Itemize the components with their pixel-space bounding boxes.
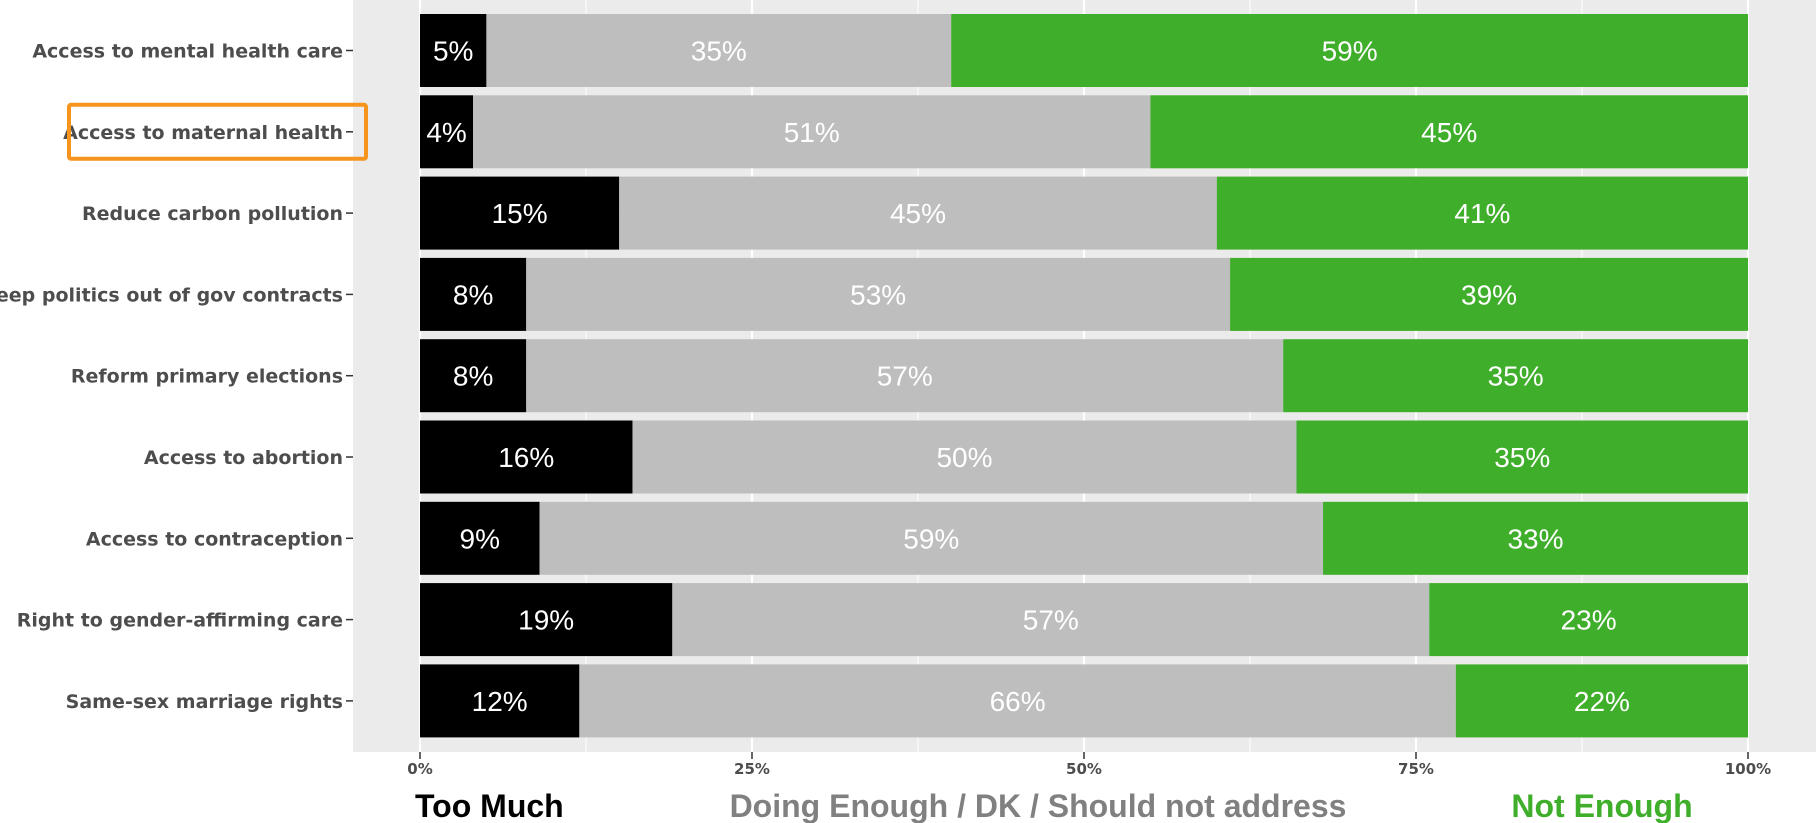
bar-value-label: 35% (1488, 361, 1544, 392)
bar-too-much-same-sex-marriage-rights (420, 664, 580, 738)
bar-too-much-keep-politics-out-of-gov-contracts (420, 257, 527, 331)
bar-too-much-right-to-gender-affirming-care (420, 583, 673, 657)
x-tick-label: 50% (1066, 760, 1102, 778)
bar-value-label: 15% (492, 198, 548, 229)
category-label-reduce-carbon-pollution: Reduce carbon pollution (82, 203, 343, 225)
bar-value-label: 5% (433, 36, 473, 67)
bar-value-label: 66% (990, 686, 1046, 717)
bar-value-label: 57% (1023, 605, 1079, 636)
bar-value-label: 12% (472, 686, 528, 717)
bar-not-enough-same-sex-marriage-rights (1455, 664, 1748, 738)
bar-value-label: 33% (1507, 523, 1563, 554)
bar-not-enough-right-to-gender-affirming-care (1429, 583, 1748, 657)
x-tick-label: 75% (1398, 760, 1434, 778)
bar-value-label: 39% (1461, 279, 1517, 310)
bar-value-label: 59% (903, 523, 959, 554)
category-label-access-to-abortion: Access to abortion (144, 447, 343, 469)
category-label-right-to-gender-affirming-care: Right to gender-affirming care (17, 610, 343, 632)
bar-not-enough-keep-politics-out-of-gov-contracts (1230, 257, 1748, 331)
bar-value-label: 53% (850, 279, 906, 310)
bar-doing-enough-dk-should-not-address-access-to-abortion (632, 420, 1297, 494)
category-label-keep-politics-out-of-gov-contracts: Keep politics out of gov contracts (0, 284, 343, 306)
bar-value-label: 45% (1421, 117, 1477, 148)
bar-value-label: 35% (691, 36, 747, 67)
bar-value-label: 8% (453, 361, 493, 392)
bar-doing-enough-dk-should-not-address-access-to-mental-health-care (486, 14, 952, 87)
category-labels: Access to mental health care Access to ma… (0, 41, 353, 713)
x-tick-label: 0% (407, 760, 432, 778)
bar-not-enough-access-to-abortion (1296, 420, 1748, 494)
bar-too-much-access-to-contraception (420, 501, 540, 575)
bar-value-label: 22% (1574, 686, 1630, 717)
bar-value-label: 45% (890, 198, 946, 229)
bar-doing-enough-dk-should-not-address-same-sex-marriage-rights (579, 664, 1456, 738)
bar-too-much-access-to-maternal-health (420, 95, 474, 169)
bar-not-enough-access-to-mental-health-care (951, 14, 1748, 87)
bar-value-label: 51% (784, 117, 840, 148)
bar-value-label: 8% (453, 279, 493, 310)
category-label-access-to-maternal-health: Access to maternal health (63, 122, 343, 144)
bar-value-label: 19% (518, 605, 574, 636)
bar-value-label: 41% (1454, 198, 1510, 229)
bar-value-label: 9% (460, 523, 500, 554)
bar-value-label: 4% (426, 117, 466, 148)
bar-not-enough-reduce-carbon-pollution (1216, 176, 1748, 250)
legend-too-much: Too Much (415, 788, 564, 823)
highlight-box (67, 102, 368, 161)
x-tick-label: 25% (734, 760, 770, 778)
bar-value-label: 59% (1322, 36, 1378, 67)
bar-too-much-reduce-carbon-pollution (420, 176, 620, 250)
bar-doing-enough-dk-should-not-address-reform-primary-elections (526, 339, 1284, 413)
bar-value-label: 23% (1561, 605, 1617, 636)
bar-value-label: 50% (936, 442, 992, 473)
bar-too-much-reform-primary-elections (420, 339, 527, 413)
bar-doing-enough-dk-should-not-address-access-to-contraception (539, 501, 1324, 575)
bar-doing-enough-dk-should-not-address-access-to-maternal-health (473, 95, 1151, 169)
bar-doing-enough-dk-should-not-address-reduce-carbon-pollution (619, 176, 1217, 250)
bar-value-label: 35% (1494, 442, 1550, 473)
legend-doing-enough-dk-should-not-address: Doing Enough / DK / Should not address (730, 788, 1347, 823)
bar-not-enough-reform-primary-elections (1283, 339, 1748, 413)
bar-too-much-access-to-mental-health-care (420, 14, 487, 87)
x-tick-label: 100% (1725, 760, 1771, 778)
legend: Too Much Doing Enough / DK / Should not a… (415, 788, 1693, 823)
bar-value-label: 16% (498, 442, 554, 473)
bar-too-much-access-to-abortion (420, 420, 633, 494)
bars: 5% 35% 59% 4% 51% 45% 15% 45% 41% 8% 53% 39% 8% 57% 35… (420, 14, 1748, 738)
bar-doing-enough-dk-should-not-address-keep-politics-out-of-gov-contracts (526, 257, 1231, 331)
legend-not-enough: Not Enough (1511, 788, 1692, 823)
category-label-same-sex-marriage-rights: Same-sex marriage rights (66, 691, 343, 713)
category-label-reform-primary-elections: Reform primary elections (71, 366, 343, 388)
bar-doing-enough-dk-should-not-address-right-to-gender-affirming-care (672, 583, 1430, 657)
category-label-access-to-contraception: Access to contraception (86, 528, 343, 550)
category-label-access-to-mental-health-care: Access to mental health care (32, 41, 343, 63)
x-axis: 0% 25% 50% 75% 100% (407, 752, 1771, 778)
bar-value-label: 57% (877, 361, 933, 392)
bar-not-enough-access-to-contraception (1323, 501, 1748, 575)
bar-not-enough-access-to-maternal-health (1150, 95, 1748, 169)
